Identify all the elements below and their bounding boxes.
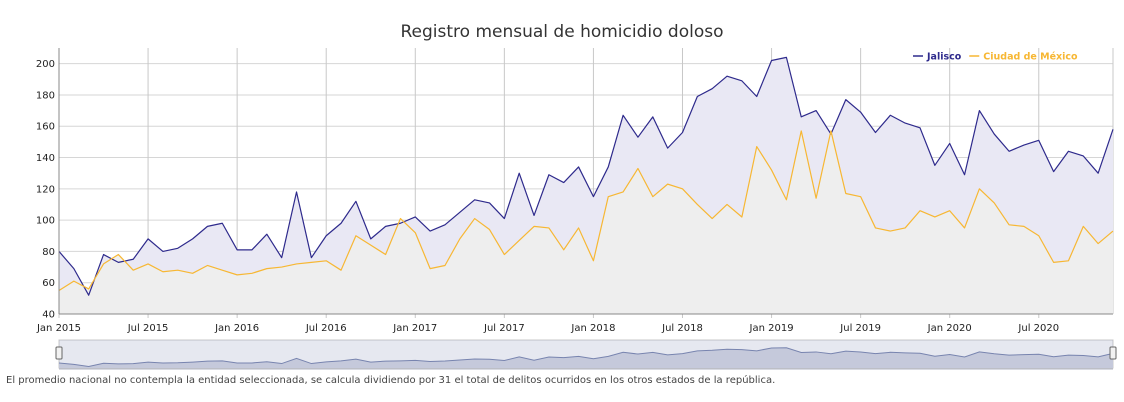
y-tick-label: 180: [36, 90, 55, 101]
navigator-handle-left[interactable]: [55, 346, 63, 360]
legend-item-label[interactable]: Jalisco: [926, 52, 962, 63]
series-line-0[interactable]: [58, 56, 1114, 296]
legend-item-label[interactable]: Ciudad de México: [983, 52, 1078, 63]
y-tick-label: 160: [36, 122, 55, 133]
y-tick-label: 60: [42, 278, 55, 289]
x-tick-label: Jan 2017: [392, 323, 437, 334]
x-tick-label: Jul 2017: [483, 323, 525, 334]
y-tick-label: 200: [36, 59, 55, 70]
series-line-1[interactable]: [58, 130, 1114, 292]
x-tick-label: Jul 2015: [127, 323, 169, 334]
x-tick-label: Jul 2016: [305, 323, 347, 334]
x-tick-label: Jan 2018: [570, 323, 615, 334]
legend[interactable]: Jalisco Ciudad de México: [913, 52, 1078, 63]
y-tick-label: 140: [36, 153, 55, 164]
navigator[interactable]: [55, 339, 1117, 370]
footnote: El promedio nacional no contempla la ent…: [6, 375, 776, 386]
navigator-line: [58, 347, 1114, 368]
x-tick-label: Jan 2019: [749, 323, 794, 334]
x-tick-label: Jul 2020: [1017, 323, 1059, 334]
navigator-handle-right[interactable]: [1109, 346, 1117, 360]
x-tick-label: Jan 2016: [214, 323, 259, 334]
y-tick-label: 80: [42, 247, 55, 258]
x-tick-label: Jul 2018: [661, 323, 703, 334]
y-tick-label: 40: [42, 310, 55, 321]
axes: 40 60 80 100 120 140 160 180 200 Jan 2015 Jul 2015…: [36, 48, 1113, 334]
x-tick-label: Jul 2019: [839, 323, 881, 334]
series-area-1: [59, 130, 1113, 314]
y-tick-label: 120: [36, 184, 55, 195]
y-tick-label: 100: [36, 216, 55, 227]
chart-title: Registro mensual de homicidio doloso: [400, 22, 723, 42]
navigator-selection[interactable]: [59, 340, 1113, 368]
series-areas: [59, 57, 1113, 314]
x-tick-label: Jan 2020: [927, 323, 972, 334]
x-tick-label: Jan 2015: [36, 323, 81, 334]
series-lines: [58, 56, 1114, 296]
